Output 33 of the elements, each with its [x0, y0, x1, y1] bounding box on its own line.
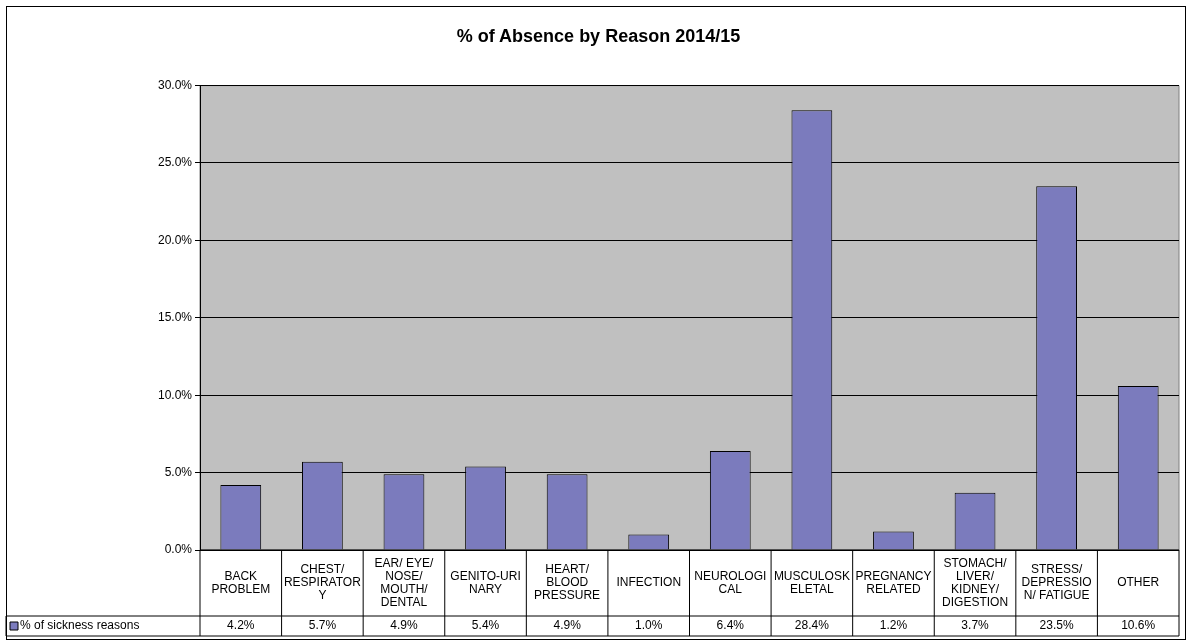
x-tick-label: INFECTION: [616, 575, 682, 590]
x-tick-label: EAR/ EYE/ NOSE/ MOUTH/ DENTAL: [374, 555, 434, 609]
legend-label: % of sickness reasons: [20, 618, 140, 633]
data-label: 5.7%: [308, 618, 337, 633]
data-label: 4.9%: [553, 618, 582, 633]
y-tick-label: 0.0%: [164, 542, 193, 557]
data-label: 3.7%: [961, 618, 990, 633]
x-tick-label: OTHER: [1117, 575, 1160, 590]
x-tick-label: CHEST/ RESPIRATORY: [283, 562, 362, 603]
data-label: 1.2%: [879, 618, 908, 633]
data-label: 4.9%: [390, 618, 418, 633]
data-label: 10.6%: [1121, 618, 1156, 633]
data-label: 4.2%: [227, 618, 255, 633]
y-tick-label: 15.0%: [157, 310, 193, 325]
data-label: 23.5%: [1039, 618, 1074, 633]
chart-title: % of Absence by Reason 2014/15: [456, 25, 741, 46]
y-tick-label: 10.0%: [157, 387, 193, 402]
data-label: 5.4%: [471, 618, 500, 633]
x-tick-label: HEART/ BLOOD PRESSURE: [534, 562, 601, 603]
x-tick-label: NEUROLOGICAL: [694, 568, 767, 596]
x-tick-label: GENITO-URINARY: [450, 568, 521, 596]
y-tick-label: 30.0%: [157, 77, 193, 92]
x-tick-label: STOMACH/ LIVER/ KIDNEY/ DIGESTION: [942, 555, 1009, 609]
y-tick-label: 5.0%: [164, 464, 193, 479]
x-tick-label: STRESS/ DEPRESSION/ FATIGUE: [1021, 562, 1092, 603]
x-tick-label: PREGNANCY RELATED: [855, 568, 932, 596]
data-label: 6.4%: [716, 618, 745, 633]
y-tick-label: 20.0%: [157, 232, 193, 247]
y-tick-label: 25.0%: [157, 155, 193, 170]
x-tick-label: MUSCULOSKELETAL: [773, 568, 850, 596]
data-label: 28.4%: [794, 618, 830, 633]
x-tick-label: BACK PROBLEM: [211, 568, 271, 596]
data-label: 1.0%: [635, 618, 663, 633]
